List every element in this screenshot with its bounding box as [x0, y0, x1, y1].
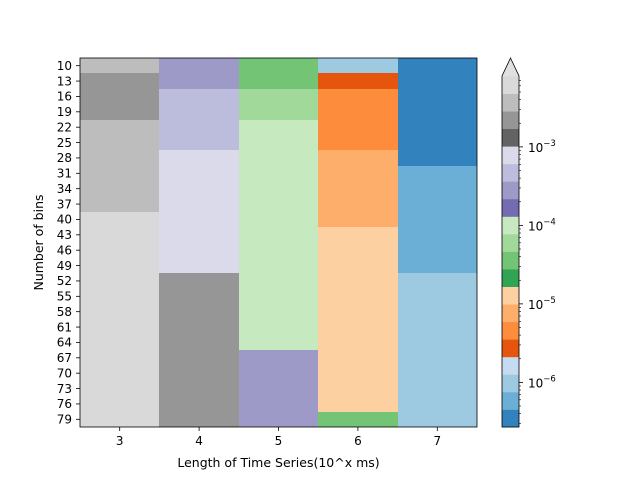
- colorbar-segment: [502, 146, 519, 165]
- y-tick-label: 43: [57, 228, 72, 242]
- colorbar-segment: [502, 321, 519, 340]
- colorbar-tick-label: 10−5: [528, 296, 556, 312]
- heatmap-cell: [318, 89, 398, 150]
- colorbar-segment: [502, 111, 519, 130]
- colorbar-outline: [501, 57, 520, 428]
- y-tick-label: 19: [57, 105, 72, 119]
- colorbar-segment: [502, 128, 519, 147]
- colorbar-segment: [502, 374, 519, 393]
- heatmap-cell: [159, 273, 239, 427]
- colorbar-segment: [502, 93, 519, 112]
- colorbar-tick-label: 10−6: [528, 374, 556, 390]
- y-tick-label: 64: [57, 336, 72, 350]
- heatmap-cell: [239, 120, 318, 212]
- y-tick-label: 49: [57, 259, 72, 273]
- colorbar-segment: [502, 304, 519, 323]
- y-tick-label: 40: [57, 213, 72, 227]
- x-tick-label: 4: [195, 434, 203, 448]
- y-tick-label: 73: [57, 382, 72, 396]
- colorbar-segment: [502, 163, 519, 182]
- heatmap-cell: [398, 89, 477, 166]
- y-tick-label: 31: [57, 167, 72, 181]
- y-tick-label: 76: [57, 397, 72, 411]
- colorbar-segment: [502, 181, 519, 200]
- y-tick-label: 55: [57, 290, 72, 304]
- x-axis-label: Length of Time Series(10^x ms): [177, 455, 379, 470]
- heatmap-cell: [318, 73, 398, 89]
- heatmap-cell: [159, 58, 239, 89]
- colorbar: 10−6 10−5 10−4 10−3: [501, 57, 556, 428]
- heatmap-cell: [80, 58, 159, 73]
- y-tick-label: 70: [57, 366, 72, 380]
- x-tick-label: 6: [354, 434, 362, 448]
- y-tick-label: 61: [57, 320, 72, 334]
- heatmap-cell: [318, 58, 398, 73]
- colorbar-segment: [502, 198, 519, 217]
- heatmap-cell: [80, 120, 159, 212]
- colorbar-segment: [502, 233, 519, 252]
- x-tick-label: 7: [433, 434, 441, 448]
- heatmap-cell: [398, 273, 477, 427]
- y-tick-label: 22: [57, 120, 72, 134]
- y-tick-label: 58: [57, 305, 72, 319]
- heatmap-cell: [318, 150, 398, 227]
- heatmap-cells: [80, 58, 477, 427]
- y-tick-label: 46: [57, 243, 72, 257]
- y-tick-label: 28: [57, 151, 72, 165]
- y-tick-label: 67: [57, 351, 72, 365]
- heatmap-cell: [80, 212, 159, 427]
- colorbar-segment: [502, 286, 519, 305]
- heatmap-cell: [239, 350, 318, 427]
- y-tick-label: 16: [57, 90, 72, 104]
- x-tick-label: 3: [116, 434, 124, 448]
- colorbar-segment: [502, 269, 519, 287]
- y-tick-label: 52: [57, 274, 72, 288]
- colorbar-segment: [502, 356, 519, 375]
- heatmap-cell: [318, 227, 398, 412]
- colorbar-segment: [502, 216, 519, 235]
- colorbar-segment: [502, 339, 519, 358]
- colorbar-segment: [502, 409, 519, 428]
- y-axis-label: Number of bins: [31, 194, 46, 290]
- y-tick-label: 79: [57, 413, 72, 427]
- heatmap-cell: [239, 89, 318, 120]
- colorbar-tick-label: 10−4: [528, 217, 556, 233]
- heatmap-cell: [239, 58, 318, 89]
- heatmap-cell: [80, 73, 159, 120]
- heatmap-cell: [398, 166, 477, 273]
- y-tick-label: 34: [57, 182, 72, 196]
- heatmap-cell: [159, 89, 239, 150]
- colorbar-segment: [502, 76, 519, 94]
- colorbar-segment: [502, 251, 519, 270]
- heatmap-cell: [159, 150, 239, 273]
- colorbar-extend-max: [502, 58, 519, 76]
- colorbar-segment: [502, 391, 519, 410]
- heatmap-cell: [398, 58, 477, 89]
- y-tick-label: 13: [57, 74, 72, 88]
- y-tick-label: 37: [57, 197, 72, 211]
- colorbar-tick-label: 10−3: [528, 139, 556, 155]
- y-tick-label: 10: [57, 59, 72, 73]
- heatmap-cell: [318, 412, 398, 427]
- x-axis-ticks: 3 4 5 6 7: [116, 427, 441, 448]
- y-tick-label: 25: [57, 136, 72, 150]
- heatmap-cell: [239, 212, 318, 350]
- x-tick-label: 5: [275, 434, 283, 448]
